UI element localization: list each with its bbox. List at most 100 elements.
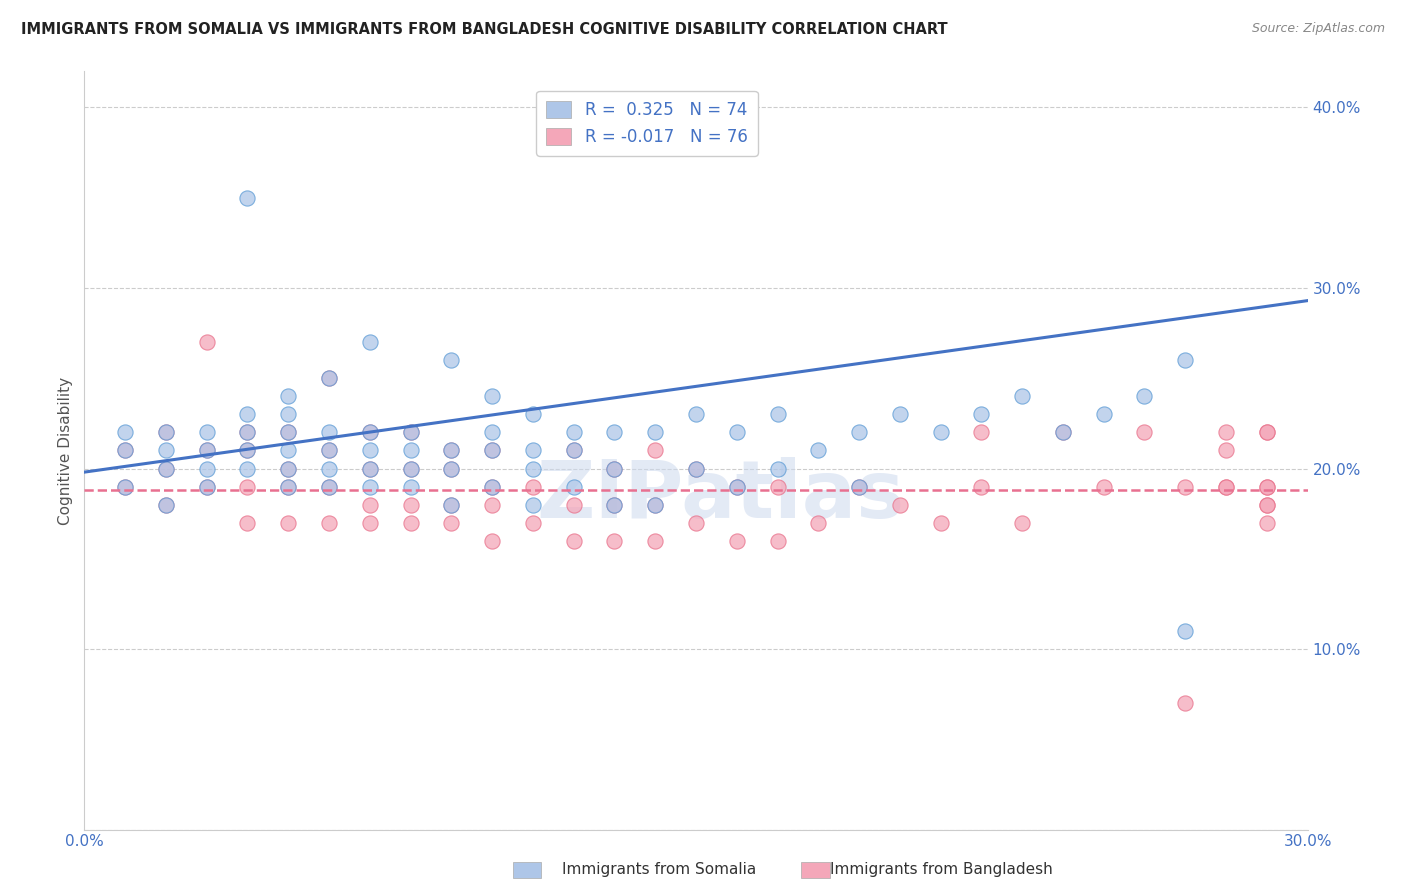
Point <box>685 461 707 475</box>
Point <box>195 479 218 493</box>
Point <box>929 425 952 440</box>
Point <box>359 425 381 440</box>
Point <box>359 461 381 475</box>
Point <box>562 479 585 493</box>
Point <box>277 389 299 403</box>
Point <box>318 461 340 475</box>
Point <box>236 425 259 440</box>
Point <box>766 461 789 475</box>
Point <box>1092 408 1115 422</box>
Point <box>807 443 830 458</box>
Point <box>970 408 993 422</box>
Point <box>603 425 626 440</box>
Point <box>277 425 299 440</box>
Point <box>766 408 789 422</box>
Legend: R =  0.325   N = 74, R = -0.017   N = 76: R = 0.325 N = 74, R = -0.017 N = 76 <box>537 91 758 156</box>
Point <box>399 479 422 493</box>
Point <box>318 425 340 440</box>
Point <box>481 389 503 403</box>
Point <box>359 461 381 475</box>
Point <box>644 498 666 512</box>
Point <box>1215 425 1237 440</box>
Point <box>1174 479 1197 493</box>
Point <box>155 443 177 458</box>
Point <box>929 516 952 530</box>
Point <box>562 425 585 440</box>
Point <box>1011 516 1033 530</box>
Point <box>195 461 218 475</box>
Point <box>277 479 299 493</box>
Point <box>399 461 422 475</box>
Point <box>359 443 381 458</box>
Point <box>236 443 259 458</box>
Point <box>889 498 911 512</box>
Point <box>440 443 463 458</box>
Point <box>481 533 503 548</box>
Point <box>1256 479 1278 493</box>
Point <box>603 498 626 512</box>
Point <box>481 498 503 512</box>
Point <box>440 498 463 512</box>
Y-axis label: Cognitive Disability: Cognitive Disability <box>58 376 73 524</box>
Point <box>277 479 299 493</box>
Point <box>399 443 422 458</box>
Point <box>725 425 748 440</box>
Point <box>399 425 422 440</box>
Point <box>114 443 136 458</box>
Point <box>970 479 993 493</box>
Point <box>522 408 544 422</box>
Point <box>848 425 870 440</box>
Point <box>195 335 218 350</box>
Text: ZIPatlas: ZIPatlas <box>536 457 904 535</box>
Point <box>277 516 299 530</box>
Point <box>481 443 503 458</box>
Point <box>562 498 585 512</box>
Point <box>440 353 463 368</box>
Point <box>1011 389 1033 403</box>
Point <box>155 498 177 512</box>
Point <box>277 408 299 422</box>
Point <box>1256 425 1278 440</box>
Point <box>359 516 381 530</box>
Point <box>1256 498 1278 512</box>
Point <box>562 443 585 458</box>
Point <box>114 479 136 493</box>
Point <box>236 516 259 530</box>
Point <box>562 533 585 548</box>
Point <box>155 461 177 475</box>
Point <box>359 479 381 493</box>
Point <box>236 191 259 205</box>
Point <box>1256 516 1278 530</box>
Text: Source: ZipAtlas.com: Source: ZipAtlas.com <box>1251 22 1385 36</box>
Point <box>644 498 666 512</box>
Point <box>725 479 748 493</box>
Point <box>522 516 544 530</box>
Point <box>725 479 748 493</box>
Text: Immigrants from Bangladesh: Immigrants from Bangladesh <box>830 863 1052 877</box>
Text: Immigrants from Somalia: Immigrants from Somalia <box>562 863 756 877</box>
Point <box>481 479 503 493</box>
Point <box>1256 498 1278 512</box>
Point <box>114 479 136 493</box>
Point <box>236 425 259 440</box>
Point <box>195 425 218 440</box>
Point <box>399 516 422 530</box>
Point <box>481 425 503 440</box>
Point <box>481 479 503 493</box>
Point <box>1052 425 1074 440</box>
Point <box>1256 479 1278 493</box>
Point <box>685 516 707 530</box>
Point <box>359 335 381 350</box>
Point <box>1174 353 1197 368</box>
Point <box>522 443 544 458</box>
Point <box>562 443 585 458</box>
Point <box>236 479 259 493</box>
Text: IMMIGRANTS FROM SOMALIA VS IMMIGRANTS FROM BANGLADESH COGNITIVE DISABILITY CORRE: IMMIGRANTS FROM SOMALIA VS IMMIGRANTS FR… <box>21 22 948 37</box>
Point <box>318 443 340 458</box>
Point <box>1215 443 1237 458</box>
Point <box>766 533 789 548</box>
Point <box>318 516 340 530</box>
Point <box>155 425 177 440</box>
Point <box>603 533 626 548</box>
Point <box>359 498 381 512</box>
